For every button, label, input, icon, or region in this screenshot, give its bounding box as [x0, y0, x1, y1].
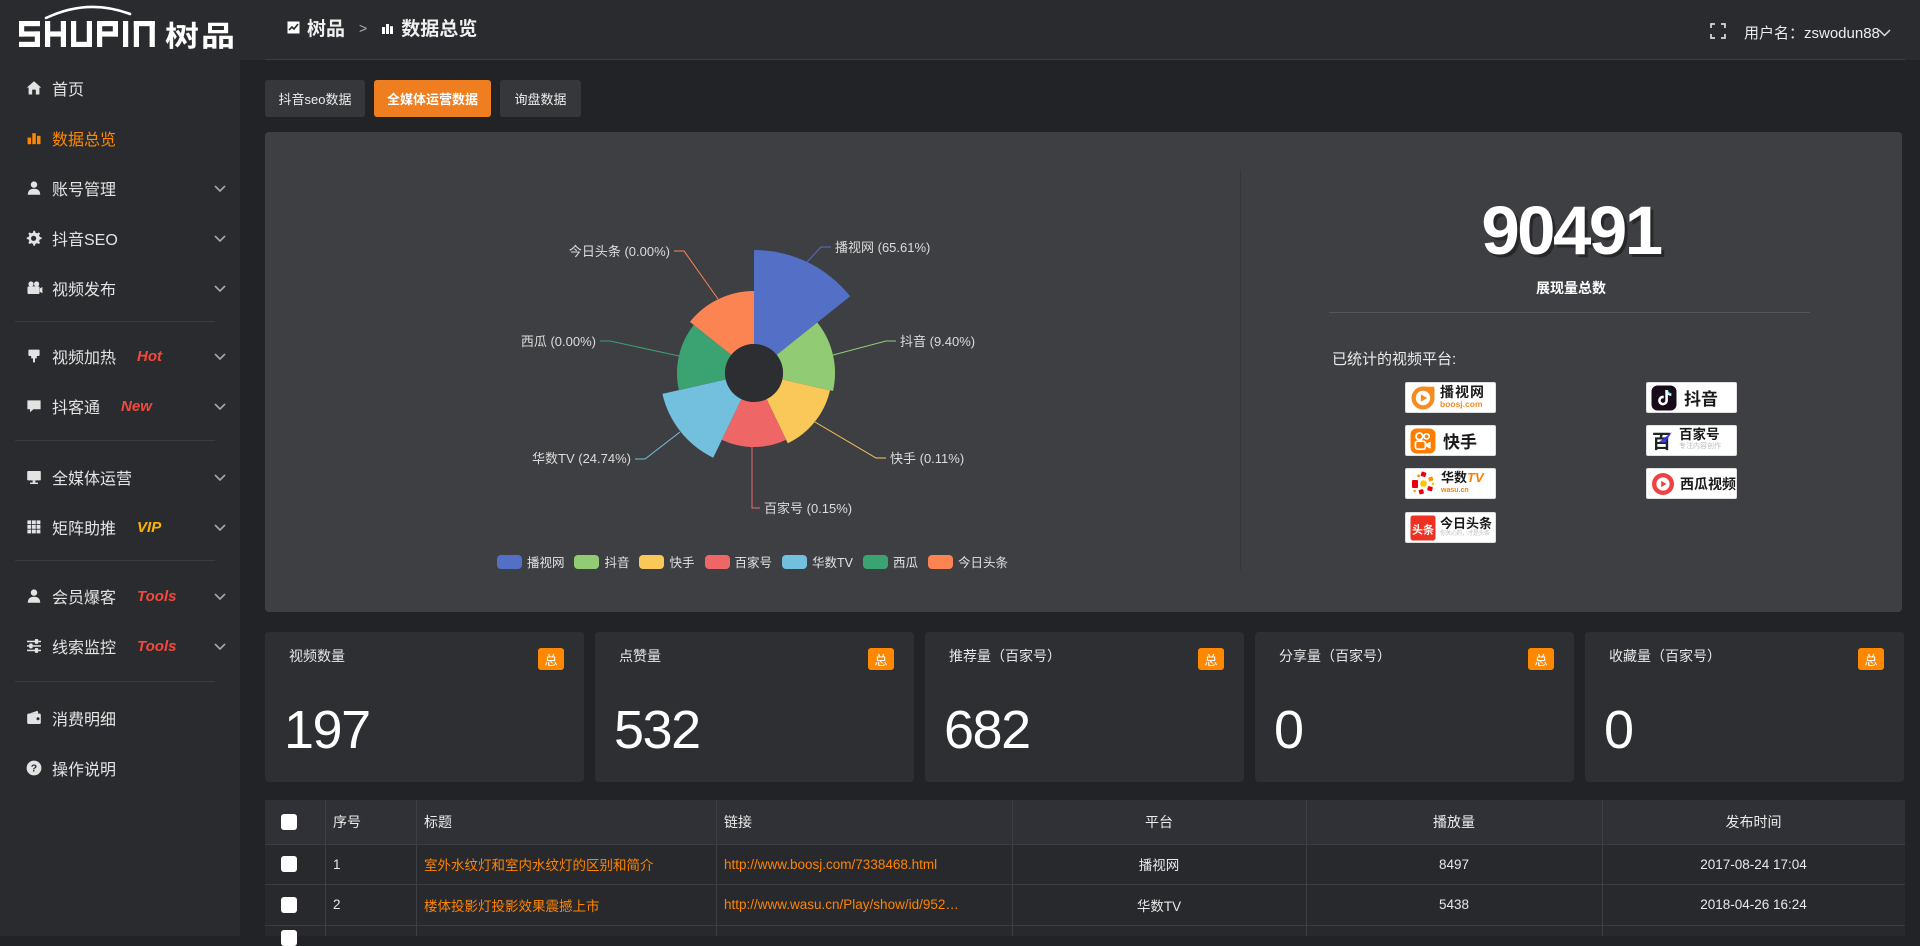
- svg-text:华数TV (24.74%): 华数TV (24.74%): [532, 451, 631, 466]
- svg-text:快手 (0.11%): 快手 (0.11%): [890, 451, 964, 466]
- svg-text:百家号 (0.15%): 百家号 (0.15%): [764, 501, 852, 516]
- svg-text:?: ?: [31, 763, 37, 775]
- svg-text:抖音 (9.40%): 抖音 (9.40%): [900, 334, 975, 349]
- svg-text:西瓜 (0.00%): 西瓜 (0.00%): [521, 334, 596, 349]
- svg-text:树品: 树品: [165, 14, 237, 55]
- svg-text:头条: 头条: [1412, 521, 1434, 537]
- svg-text:播视网 (65.61%): 播视网 (65.61%): [835, 240, 930, 255]
- svg-text:今日头条 (0.00%): 今日头条 (0.00%): [569, 244, 670, 259]
